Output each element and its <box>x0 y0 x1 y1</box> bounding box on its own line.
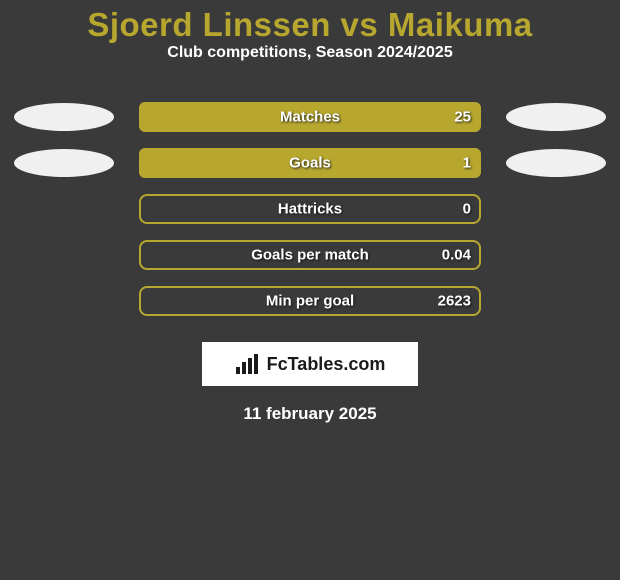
stat-row: Matches 25 <box>0 94 620 140</box>
stat-value: 0 <box>463 201 471 218</box>
stat-bar: Goals per match 0.04 <box>139 240 481 270</box>
stat-value: 2623 <box>438 293 471 310</box>
page-title: Sjoerd Linssen vs Maikuma <box>0 6 620 44</box>
player-ellipse-right <box>506 149 606 177</box>
stat-row: Goals per match 0.04 <box>0 232 620 278</box>
stat-label: Matches <box>280 109 340 126</box>
stat-label: Goals <box>289 155 331 172</box>
stat-label: Hattricks <box>278 201 342 218</box>
stat-label: Goals per match <box>251 247 369 264</box>
player-ellipse-left <box>14 103 114 131</box>
stat-rows: Matches 25 Goals 1 Hattricks 0 Goals per match… <box>0 94 620 324</box>
player-ellipse-left <box>14 149 114 177</box>
stat-bar: Matches 25 <box>139 102 481 132</box>
stat-value: 25 <box>454 109 471 126</box>
stat-row: Goals 1 <box>0 140 620 186</box>
stat-bar: Hattricks 0 <box>139 194 481 224</box>
stat-value: 1 <box>463 155 471 172</box>
logo-bars-icon <box>235 353 261 375</box>
logo-text: FcTables.com <box>267 354 386 375</box>
player-ellipse-right <box>506 103 606 131</box>
stat-row: Min per goal 2623 <box>0 278 620 324</box>
logo-box: FcTables.com <box>202 342 418 386</box>
stat-value: 0.04 <box>442 247 471 264</box>
date-text: 11 february 2025 <box>0 404 620 424</box>
stat-bar: Min per goal 2623 <box>139 286 481 316</box>
comparison-widget: Sjoerd Linssen vs Maikuma Club competiti… <box>0 0 620 424</box>
stat-label: Min per goal <box>266 293 354 310</box>
subtitle: Club competitions, Season 2024/2025 <box>0 44 620 62</box>
stat-bar: Goals 1 <box>139 148 481 178</box>
stat-row: Hattricks 0 <box>0 186 620 232</box>
